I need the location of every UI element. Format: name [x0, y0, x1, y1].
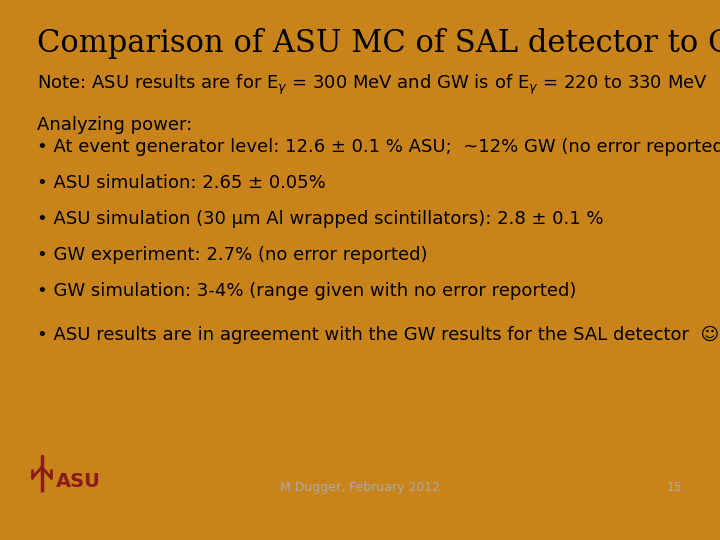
Text: 15: 15 — [667, 481, 683, 494]
Text: • ASU simulation (30 μm Al wrapped scintillators): 2.8 ± 0.1 %: • ASU simulation (30 μm Al wrapped scint… — [37, 210, 603, 228]
Text: Comparison of ASU MC of SAL detector to GW results: Comparison of ASU MC of SAL detector to … — [37, 28, 720, 59]
Text: • ASU simulation: 2.65 ± 0.05%: • ASU simulation: 2.65 ± 0.05% — [37, 174, 326, 192]
Text: • GW experiment: 2.7% (no error reported): • GW experiment: 2.7% (no error reported… — [37, 246, 428, 264]
Text: • GW simulation: 3-4% (range given with no error reported): • GW simulation: 3-4% (range given with … — [37, 282, 577, 300]
Text: Note: ASU results are for E$_{\gamma}$ = 300 MeV and GW is of E$_{\gamma}$ = 220: Note: ASU results are for E$_{\gamma}$ =… — [37, 73, 708, 97]
Text: Analyzing power:: Analyzing power: — [37, 116, 192, 134]
Text: M Dugger, February 2012: M Dugger, February 2012 — [280, 481, 440, 494]
Text: • ASU results are in agreement with the GW results for the SAL detector  ☺: • ASU results are in agreement with the … — [37, 326, 719, 343]
Text: • At event generator level: 12.6 ± 0.1 % ASU;  ~12% GW (no error reported): • At event generator level: 12.6 ± 0.1 %… — [37, 138, 720, 156]
Text: ASU: ASU — [56, 472, 101, 491]
